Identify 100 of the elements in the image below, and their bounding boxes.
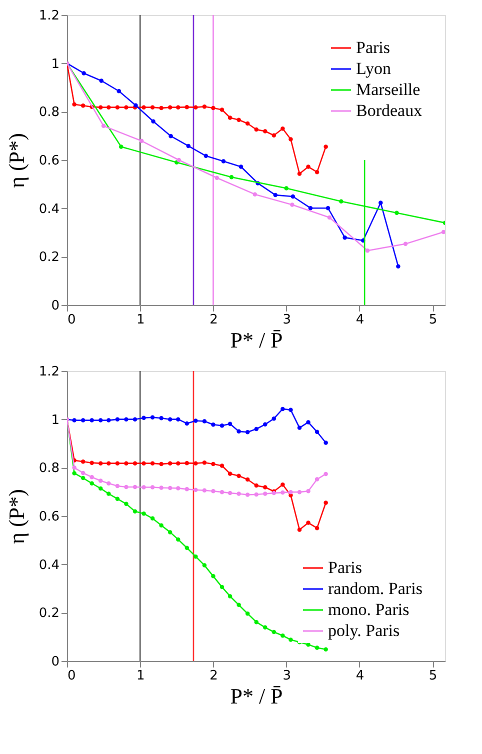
point bbox=[297, 528, 302, 532]
point bbox=[220, 108, 224, 112]
point bbox=[98, 486, 103, 491]
point bbox=[115, 105, 120, 110]
point bbox=[229, 175, 234, 180]
point bbox=[184, 421, 190, 426]
y-tick-label: 1 bbox=[51, 56, 60, 72]
point bbox=[194, 418, 198, 423]
x-tick-label: 0 bbox=[68, 312, 76, 328]
point bbox=[150, 516, 155, 521]
point bbox=[254, 492, 258, 497]
y-tick-label: 0.6 bbox=[38, 510, 60, 524]
x-tick-label: 5 bbox=[428, 668, 438, 684]
point bbox=[306, 164, 310, 169]
x-tick-label: 3 bbox=[282, 668, 291, 684]
point bbox=[115, 461, 120, 466]
x-tick-label: 4 bbox=[356, 312, 364, 328]
point bbox=[72, 471, 76, 476]
point bbox=[176, 158, 181, 162]
point bbox=[263, 422, 268, 427]
point bbox=[378, 200, 383, 205]
point bbox=[306, 520, 310, 525]
point bbox=[176, 461, 180, 466]
point bbox=[159, 416, 164, 420]
point bbox=[228, 594, 232, 598]
point bbox=[236, 474, 241, 478]
point bbox=[365, 248, 370, 253]
point bbox=[168, 461, 172, 466]
point bbox=[245, 477, 250, 482]
y-tick-label: 0.2 bbox=[38, 250, 60, 266]
point bbox=[396, 264, 400, 268]
x-axis-title: P* / P̄ bbox=[230, 684, 283, 708]
point bbox=[228, 472, 232, 476]
point bbox=[326, 206, 330, 210]
point bbox=[184, 546, 190, 550]
x-axis-title: P* / P̄ bbox=[230, 328, 283, 352]
point bbox=[211, 106, 216, 110]
point bbox=[115, 484, 120, 488]
point bbox=[168, 530, 172, 534]
point bbox=[124, 417, 128, 422]
legend-label: Lyon bbox=[356, 59, 392, 78]
point bbox=[288, 408, 293, 412]
point bbox=[90, 481, 94, 486]
point bbox=[142, 105, 146, 110]
y-tick-label: 1.2 bbox=[38, 364, 60, 380]
point bbox=[176, 537, 180, 542]
point bbox=[124, 461, 128, 466]
point bbox=[272, 630, 276, 634]
y-tick-label: 1 bbox=[51, 412, 60, 428]
y-tick-label: 0.6 bbox=[38, 154, 60, 168]
point bbox=[176, 486, 180, 490]
point bbox=[314, 430, 320, 434]
x-tick-label: 4 bbox=[356, 668, 364, 684]
point bbox=[116, 89, 122, 94]
point bbox=[314, 646, 320, 650]
point bbox=[339, 199, 344, 204]
point bbox=[132, 484, 138, 490]
point bbox=[280, 406, 285, 412]
x-tick-label: 1 bbox=[136, 312, 145, 328]
point bbox=[284, 186, 288, 190]
legend-label: Marseille bbox=[356, 80, 420, 99]
point bbox=[314, 477, 320, 482]
point bbox=[220, 424, 224, 428]
point bbox=[150, 105, 155, 110]
point bbox=[176, 105, 180, 110]
point bbox=[272, 133, 276, 138]
x-tick-label: 2 bbox=[210, 668, 218, 684]
y-tick-label: 1.2 bbox=[38, 8, 60, 24]
point bbox=[80, 418, 86, 422]
point bbox=[132, 461, 138, 466]
point bbox=[403, 242, 408, 246]
point bbox=[441, 230, 445, 234]
point bbox=[98, 105, 103, 110]
x-tick-label: 3 bbox=[282, 312, 291, 328]
point bbox=[176, 417, 180, 422]
point bbox=[106, 492, 111, 496]
point bbox=[150, 415, 155, 420]
point bbox=[254, 426, 258, 432]
point bbox=[184, 487, 190, 492]
point bbox=[159, 486, 164, 490]
point bbox=[280, 490, 285, 495]
y-tick-label: 0 bbox=[51, 654, 60, 670]
point bbox=[306, 420, 310, 424]
point bbox=[308, 206, 313, 210]
point bbox=[106, 105, 111, 110]
point bbox=[211, 422, 216, 427]
point bbox=[202, 460, 207, 465]
point bbox=[202, 104, 207, 109]
point bbox=[280, 634, 285, 638]
point bbox=[72, 102, 76, 107]
point bbox=[72, 466, 76, 470]
point bbox=[324, 472, 328, 476]
point bbox=[394, 210, 399, 216]
legend-label: Paris bbox=[356, 38, 390, 57]
y-tick-label: 0 bbox=[51, 298, 60, 314]
point bbox=[151, 119, 156, 124]
point bbox=[297, 426, 302, 430]
point bbox=[202, 419, 207, 424]
legend-label: mono. Paris bbox=[328, 600, 410, 619]
point bbox=[272, 416, 276, 421]
